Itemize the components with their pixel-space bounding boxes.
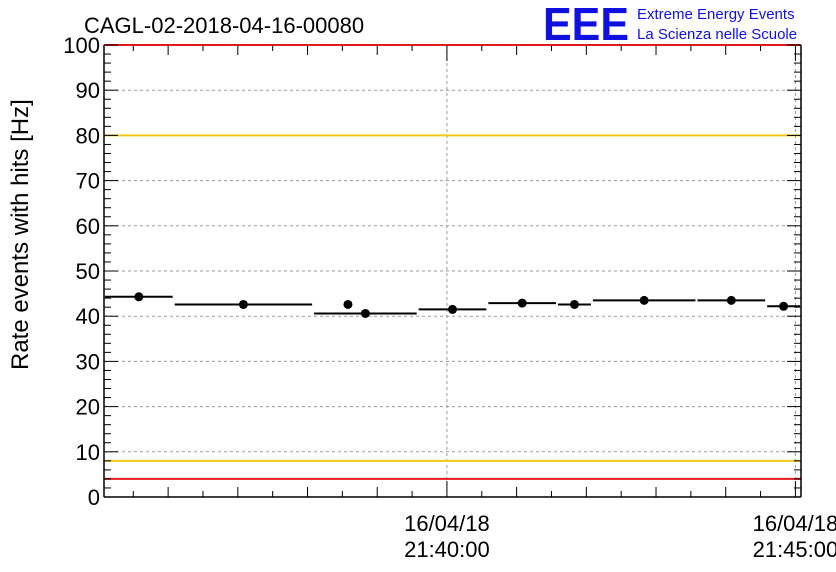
gridlines: [104, 45, 801, 497]
data-point-7: [639, 295, 649, 305]
y-tick-label-4: 40: [76, 304, 100, 329]
data-point-0: [134, 292, 144, 302]
y-tick-label-5: 50: [76, 259, 100, 284]
data-points: [105, 292, 800, 318]
y-tick-label-6: 60: [76, 214, 100, 239]
y-tick-label-7: 70: [76, 169, 100, 194]
data-point-5: [517, 298, 527, 308]
logo-line-2: La Scienza nelle Scuole: [637, 26, 797, 43]
y-axis-label: Rate events with hits [Hz]: [7, 99, 34, 370]
data-point-6: [569, 299, 579, 309]
data-point-1: [238, 299, 248, 309]
y-tick-label-1: 10: [76, 440, 100, 465]
y-tick-label-0: 0: [88, 485, 100, 510]
data-point-9: [779, 301, 789, 311]
y-tick-label-9: 90: [76, 78, 100, 103]
y-tick-label-3: 30: [76, 349, 100, 374]
x-tick-date-0: 16/04/18: [404, 511, 490, 536]
y-tick-label-8: 80: [76, 123, 100, 148]
x-tick-time-0: 21:40:00: [404, 537, 490, 562]
data-point-8: [726, 295, 736, 305]
logo-mark: EEE: [543, 0, 629, 50]
chart-title: CAGL-02-2018-04-16-00080: [84, 13, 364, 38]
data-point-2: [343, 299, 353, 309]
y-axis-ticks: 0 10 20 30 40 50 60 70 80 90 100: [63, 33, 801, 510]
reference-lines: [104, 44, 801, 480]
y-tick-label-10: 100: [63, 33, 100, 58]
y-tick-label-2: 20: [76, 395, 100, 420]
logo-line-1: Extreme Energy Events: [637, 6, 795, 23]
x-tick-date-1: 16/04/18: [753, 511, 836, 536]
x-tick-time-1: 21:45:00: [753, 537, 836, 562]
data-point-4: [448, 304, 457, 314]
data-point-3: [360, 308, 370, 318]
eee-logo: EEE Extreme Energy Events La Scienza nel…: [543, 0, 797, 50]
